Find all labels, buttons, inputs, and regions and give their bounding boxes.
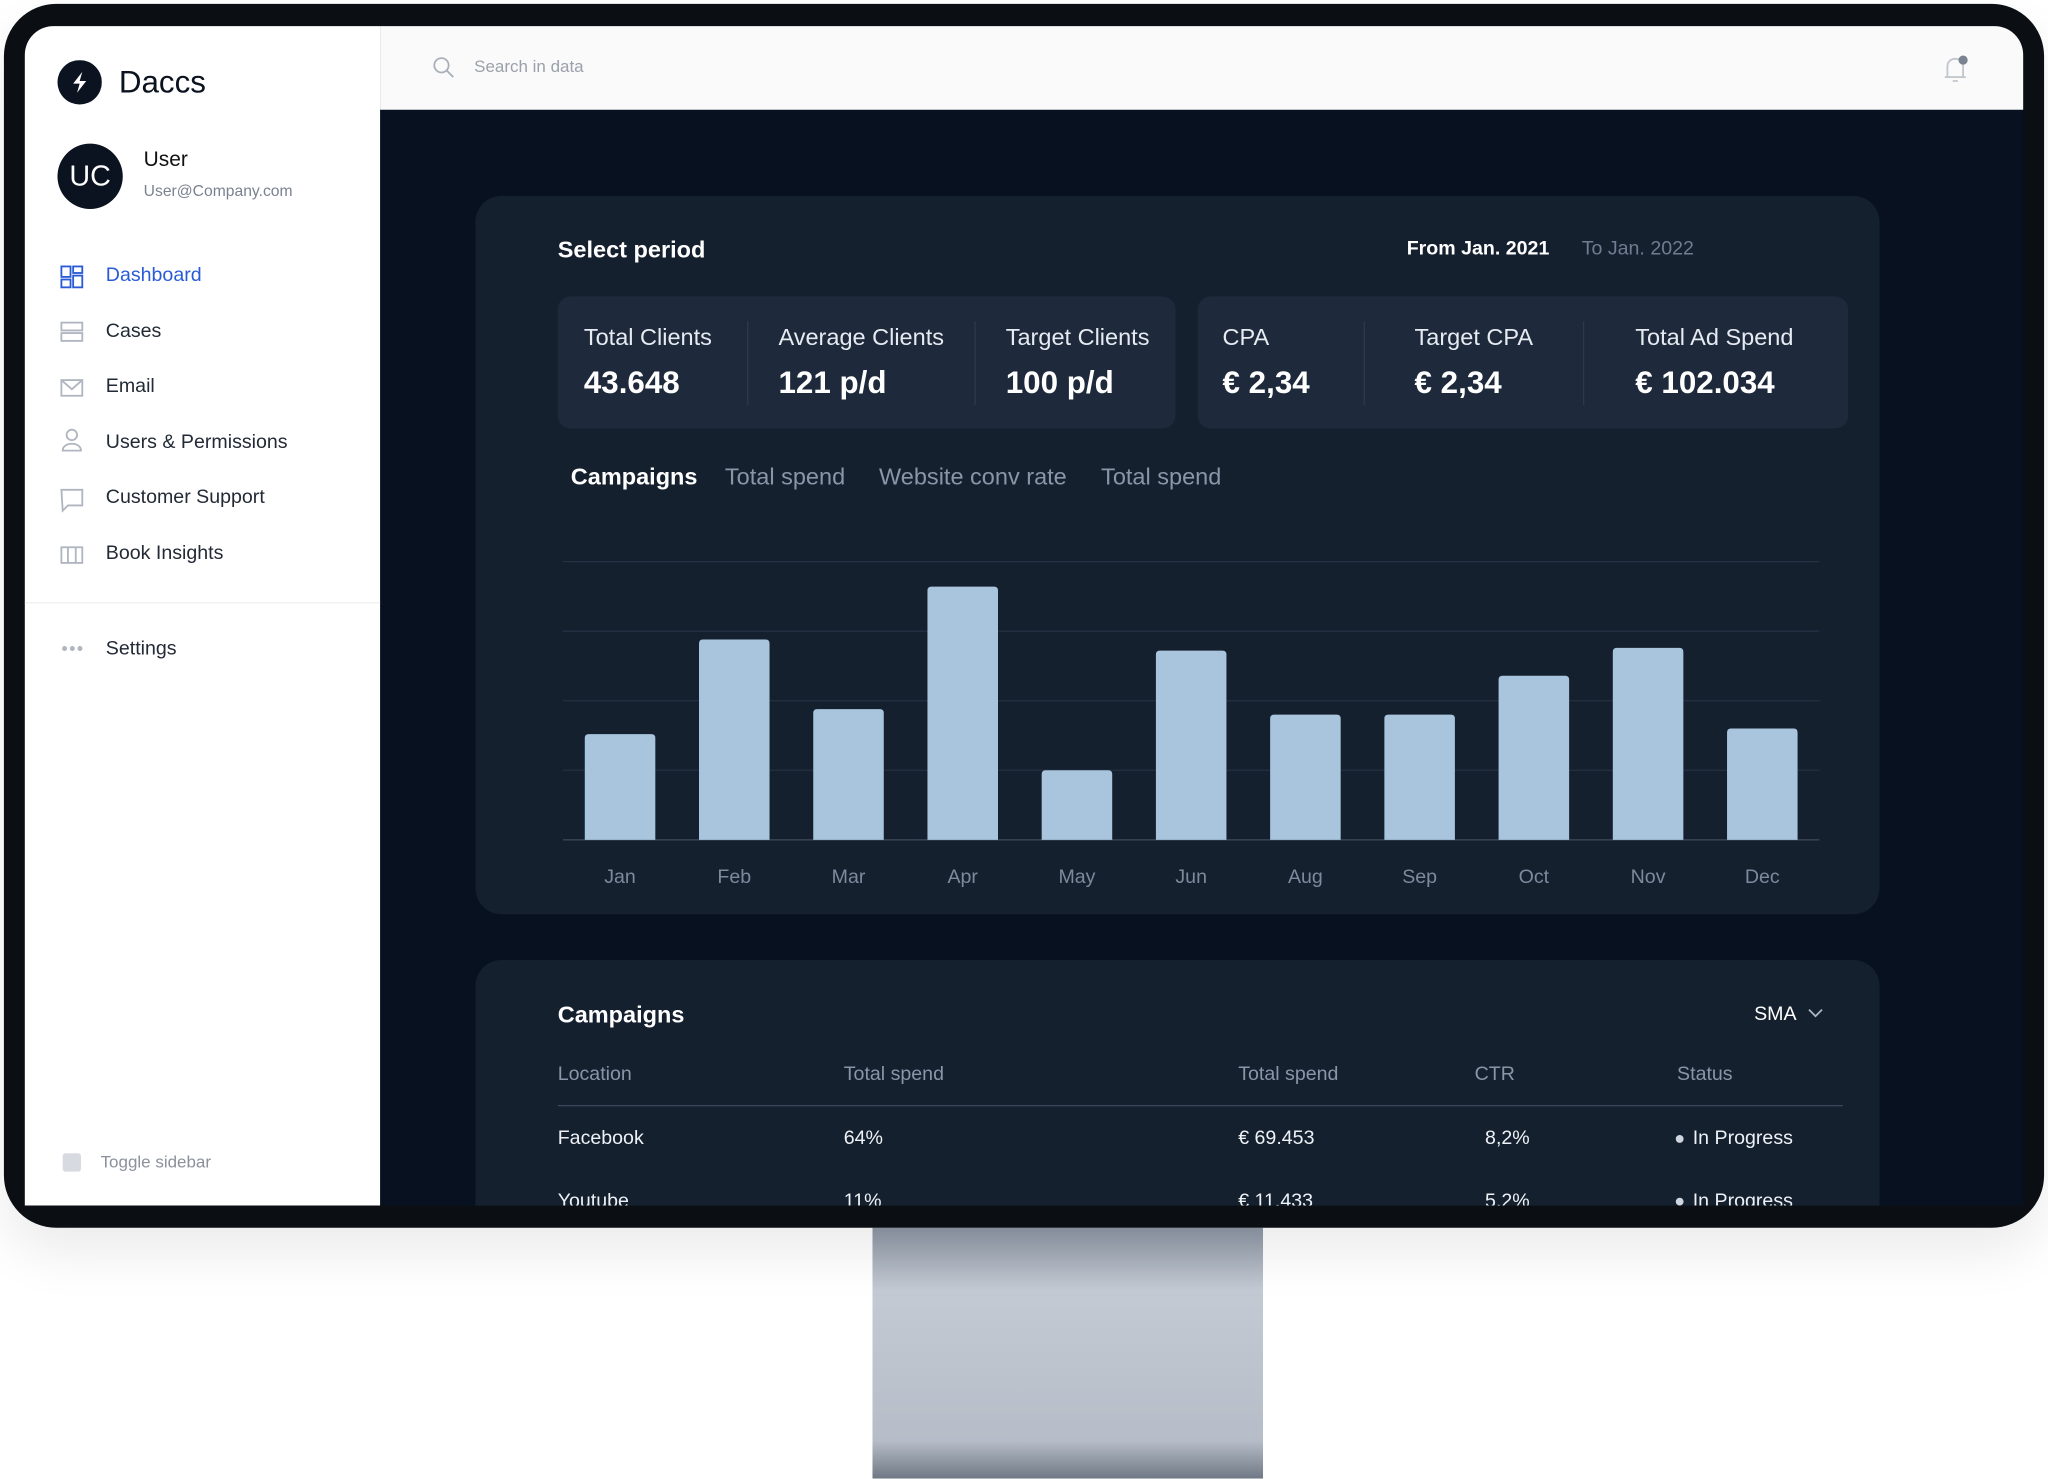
toggle-sidebar[interactable]: Toggle sidebar <box>100 1151 212 1172</box>
nav-item[interactable]: Cases <box>105 319 162 343</box>
kpi-label: Total Ad Spend <box>1635 323 1794 351</box>
x-tick-label: Oct <box>1519 866 1550 888</box>
x-tick-label: Nov <box>1631 866 1666 888</box>
x-tick-label: Sep <box>1402 866 1437 888</box>
dropdown-caret <box>1808 1008 1823 1018</box>
nav-item[interactable]: Email <box>105 374 155 398</box>
nav-item[interactable]: Settings <box>105 637 177 660</box>
x-tick-label: Mar <box>832 866 866 888</box>
column-header: CTR <box>1474 1063 1515 1086</box>
cell: 64% <box>843 1127 883 1150</box>
x-tick-label: Jan <box>604 866 636 888</box>
bar <box>1270 714 1341 840</box>
status-dot <box>1675 1135 1684 1143</box>
column-header: Location <box>557 1063 632 1086</box>
header-rule <box>557 1104 1843 1107</box>
kpi-group <box>1197 296 1849 429</box>
kpi-value: 121 p/d <box>778 365 887 401</box>
cell: Youtube <box>557 1189 629 1206</box>
cell: 11% <box>843 1189 882 1206</box>
cell: In Progress <box>1692 1189 1793 1206</box>
campaigns-card <box>475 959 1880 1206</box>
search-input[interactable]: Search in data <box>474 56 584 76</box>
kpi-label: Target Clients <box>1005 323 1150 351</box>
nav-item[interactable]: Dashboard <box>105 263 202 287</box>
x-tick-label: Aug <box>1288 866 1323 888</box>
nav-item[interactable]: Users & Permissions <box>105 431 288 454</box>
kpi-label: Average Clients <box>778 323 944 351</box>
user-email: User@Company.com <box>143 181 293 200</box>
tab[interactable]: Campaigns <box>570 463 698 490</box>
kpi-divider <box>747 321 749 405</box>
campaigns-title: Campaigns <box>557 1001 685 1028</box>
period-title: Select period <box>557 236 706 263</box>
kpi-value: 43.648 <box>583 365 680 401</box>
cell: € 69.453 <box>1238 1127 1315 1150</box>
topbar <box>380 26 2024 110</box>
brand-name: Daccs <box>118 65 206 101</box>
kpi-label: CPA <box>1222 323 1270 351</box>
monitor-stand <box>872 1227 1264 1479</box>
bar <box>1612 647 1684 840</box>
x-tick-label: Apr <box>947 866 978 888</box>
x-tick-label: Dec <box>1745 866 1780 888</box>
bar <box>1384 714 1455 840</box>
kpi-label: Target CPA <box>1414 323 1533 351</box>
settings-icon: ••• <box>61 637 85 659</box>
kpi-value: 100 p/d <box>1005 365 1114 401</box>
bar <box>1155 650 1227 840</box>
period-to[interactable]: To Jan. 2022 <box>1581 237 1694 260</box>
tab[interactable]: Total spend <box>724 463 846 490</box>
x-tick-label: Feb <box>717 866 751 888</box>
sidebar <box>24 26 381 1206</box>
x-tick-label: May <box>1058 866 1095 888</box>
avatar: UC <box>57 143 123 209</box>
user-name: User <box>143 148 188 172</box>
bar <box>1727 728 1798 840</box>
search-icon <box>433 57 454 78</box>
content-viewport: Select period From Jan. 2021 To Jan. 202… <box>475 195 1880 1206</box>
notification-bell[interactable] <box>1941 52 1972 86</box>
nav-item[interactable]: Customer Support <box>105 485 265 509</box>
tab[interactable]: Website conv rate <box>879 463 1067 490</box>
cell: € 11.433 <box>1238 1189 1314 1206</box>
tab[interactable]: Total spend <box>1101 463 1222 490</box>
kpi-value: € 2,34 <box>1414 365 1502 401</box>
kpi-value: € 2,34 <box>1222 365 1310 401</box>
nav-item[interactable]: Book Insights <box>105 542 224 565</box>
divider <box>24 602 381 604</box>
bar <box>927 586 998 840</box>
status-dot <box>1675 1197 1684 1206</box>
brand-logo <box>57 60 102 105</box>
column-header: Total spend <box>843 1063 944 1086</box>
bar <box>1041 770 1113 840</box>
kpi-group <box>557 296 1176 429</box>
kpi-divider <box>974 321 976 405</box>
kpi-divider <box>1583 321 1585 405</box>
cell: Facebook <box>557 1127 644 1150</box>
toggle-icon <box>62 1153 81 1172</box>
kpi-divider <box>1363 321 1365 405</box>
period-from[interactable]: From Jan. 2021 <box>1406 237 1550 260</box>
bar <box>699 639 770 840</box>
cell: 5,2% <box>1485 1189 1530 1206</box>
bar <box>584 734 656 840</box>
bar-chart: Jan Feb Mar Apr May Jun Aug Sep Oct Nov Dec <box>562 560 1820 888</box>
bar <box>813 709 884 840</box>
kpi-value: € 102.034 <box>1635 365 1775 401</box>
cell: 8,2% <box>1485 1127 1530 1150</box>
nav-icons <box>60 265 84 564</box>
column-header: Total spend <box>1238 1063 1339 1086</box>
cell: In Progress <box>1692 1127 1793 1150</box>
bar <box>1498 675 1570 840</box>
filter-dropdown[interactable]: SMA <box>1754 1003 1797 1026</box>
column-header: Status <box>1677 1063 1733 1086</box>
x-tick-label: Jun <box>1175 866 1207 888</box>
kpi-label: Total Clients <box>583 323 712 351</box>
